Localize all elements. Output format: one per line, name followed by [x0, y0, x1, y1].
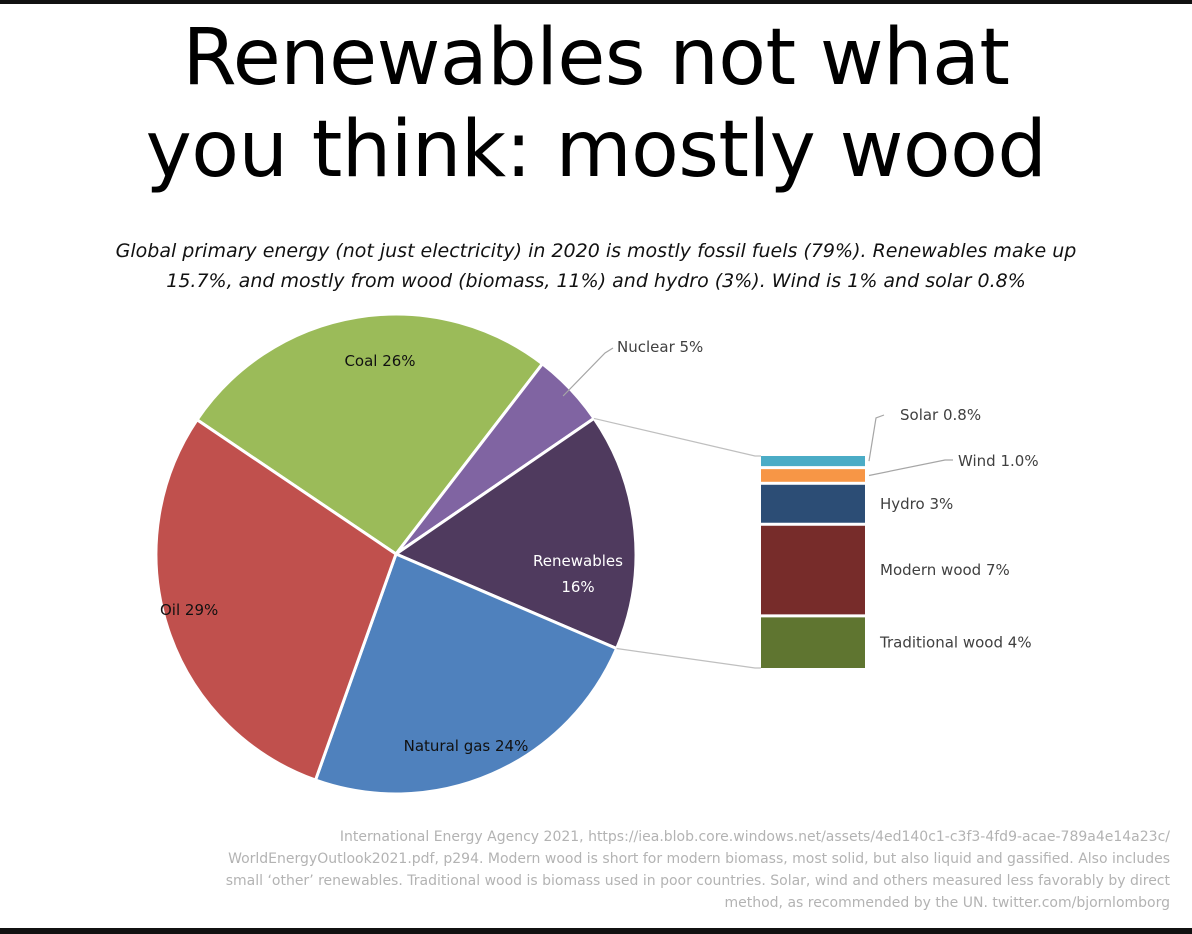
breakdown-label-solar: Solar 0.8% [900, 406, 981, 424]
subtitle-line-1: Global primary energy (not just electric… [115, 240, 1077, 262]
breakdown-label-modern-wood: Modern wood 7% [880, 561, 1010, 579]
title-line-1: Renewables not what [182, 13, 1010, 103]
source-note: International Energy Agency 2021, https:… [20, 826, 1170, 914]
slice-label-natural-gas: Natural gas 24% [404, 737, 529, 755]
pie-slice-oil [154, 418, 398, 782]
page-title: Renewables not what you think: mostly wo… [0, 12, 1192, 196]
slice-label-nuclear: Nuclear 5% [617, 338, 703, 356]
pie-slice-renewables [394, 416, 638, 651]
pie-slice-natural-gas [313, 552, 619, 796]
breakdown-connector-bottom [616, 647, 761, 669]
source-line-3: small ‘other’ renewables. Traditional wo… [225, 873, 1170, 889]
source-line-4: method, as recommended by the UN. twitte… [724, 895, 1170, 911]
breakdown-segment-hydro [761, 484, 865, 523]
subtitle-line-2: 15.7%, and mostly from wood (biomass, 11… [166, 270, 1026, 292]
wind-leader-line [868, 459, 953, 477]
pie-slice-coal [195, 312, 544, 556]
nuclear-leader-line [562, 347, 614, 397]
slice-label-renewables-name: Renewables [533, 552, 623, 570]
source-line-1: International Energy Agency 2021, https:… [339, 829, 1170, 845]
breakdown-segment-modern-wood [761, 525, 865, 615]
energy-pie-chart: Coal 26% Oil 29% Natural gas 24% Renewables… [154, 312, 1039, 796]
solar-leader-line [868, 414, 885, 462]
title-line-2: you think: mostly wood [145, 105, 1047, 195]
source-line-2: WorldEnergyOutlook2021.pdf, p294. Modern… [228, 851, 1170, 867]
infographic: Renewables not what you think: mostly wo… [0, 4, 1192, 928]
slice-label-renewables-value: 16% [561, 578, 594, 596]
subtitle: Global primary energy (not just electric… [30, 236, 1162, 296]
breakdown-segment-traditional-wood [761, 617, 865, 668]
slice-label-oil: Oil 29% [160, 601, 218, 619]
breakdown-connector-top [593, 417, 761, 457]
slice-label-coal: Coal 26% [344, 352, 415, 370]
breakdown-label-traditional-wood: Traditional wood 4% [879, 634, 1032, 652]
breakdown-segment-solar [761, 456, 865, 467]
breakdown-label-hydro: Hydro 3% [880, 495, 953, 513]
breakdown-segment-wind [761, 469, 865, 482]
breakdown-label-wind: Wind 1.0% [958, 452, 1039, 470]
